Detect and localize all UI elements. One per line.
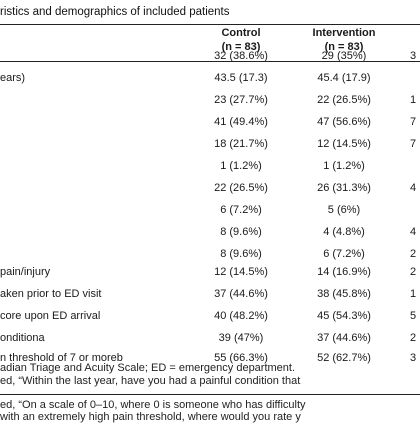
top-rule bbox=[0, 24, 420, 25]
control-header-n: (n = 83) bbox=[221, 41, 261, 53]
intervention-value: 4 (4.8%) bbox=[323, 226, 365, 238]
third-column-value: 4 bbox=[410, 182, 417, 194]
footnote-b-continued: with an extremely high pain threshold, w… bbox=[0, 411, 301, 423]
control-value: 41 (49.4%) bbox=[214, 116, 268, 128]
table-row: aken prior to ED visit 37 (44.6%) 38 (45.8… bbox=[0, 285, 420, 305]
control-header-label: Control bbox=[221, 27, 261, 39]
intervention-header-n: (n = 83) bbox=[324, 41, 364, 53]
intervention-value: 1 (1.2%) bbox=[323, 160, 365, 172]
table-caption: ristics and demographics of included pat… bbox=[0, 6, 230, 18]
control-value: 55 (66.3%) bbox=[214, 352, 268, 364]
control-value: 39 (47%) bbox=[218, 332, 264, 344]
third-column-value: 7 bbox=[410, 116, 417, 128]
row-label: n threshold of 7 or moreb bbox=[0, 352, 123, 364]
table-row: 6 (7.2%) 5 (6%) bbox=[0, 201, 420, 221]
intervention-value: 14 (16.9%) bbox=[317, 266, 371, 278]
control-value: 1 (1.2%) bbox=[220, 160, 262, 172]
intervention-value: 6 (7.2%) bbox=[323, 248, 365, 260]
intervention-value: 38 (45.8%) bbox=[317, 288, 371, 300]
table-row: ears) 43.5 (17.3) 45.4 (17.9) bbox=[0, 69, 420, 89]
control-value: 8 (9.6%) bbox=[220, 248, 262, 260]
bottom-rule bbox=[0, 394, 420, 395]
third-column-value: 2 bbox=[410, 248, 417, 260]
row-label: core upon ED arrival bbox=[0, 310, 101, 322]
third-column-value: 3 bbox=[410, 352, 417, 364]
control-value: 37 (44.6%) bbox=[214, 288, 268, 300]
control-value: 18 (21.7%) bbox=[214, 138, 268, 150]
table-row: 23 (27.7%) 22 (26.5%) 1 bbox=[0, 91, 420, 111]
third-column-value: 1 bbox=[410, 94, 417, 106]
third-column-value: 1 bbox=[410, 288, 417, 300]
control-value: 8 (9.6%) bbox=[220, 226, 262, 238]
row-label: aken prior to ED visit bbox=[0, 288, 102, 300]
footnote-a: ed, “Within the last year, have you had … bbox=[0, 375, 301, 387]
table-row: 8 (9.6%) 4 (4.8%) 4 bbox=[0, 223, 420, 243]
table-row: n threshold of 7 or moreb 55 (66.3%) 52 (6… bbox=[0, 349, 420, 369]
table-row: 41 (49.4%) 47 (56.6%) 7 bbox=[0, 113, 420, 133]
column-header-control: Control (n = 83) bbox=[196, 26, 286, 54]
control-value: 6 (7.2%) bbox=[220, 204, 262, 216]
table-row: 8 (9.6%) 6 (7.2%) 2 bbox=[0, 245, 420, 265]
third-column-value: 2 bbox=[410, 266, 417, 278]
control-value: 32 (38.6%) bbox=[214, 50, 268, 62]
table-row: 22 (26.5%) 26 (31.3%) 4 bbox=[0, 179, 420, 199]
header-rule bbox=[0, 61, 420, 62]
intervention-value: 47 (56.6%) bbox=[317, 116, 371, 128]
control-value: 40 (48.2%) bbox=[214, 310, 268, 322]
intervention-value: 5 (6%) bbox=[327, 204, 361, 216]
intervention-value: 45.4 (17.9) bbox=[317, 72, 371, 84]
table-row: onditiona 39 (47%) 37 (44.6%) 2 bbox=[0, 329, 420, 349]
table-row: core upon ED arrival 40 (48.2%) 45 (54.3%)… bbox=[0, 307, 420, 327]
table-row: 18 (21.7%) 12 (14.5%) 7 bbox=[0, 135, 420, 155]
control-value: 23 (27.7%) bbox=[214, 94, 268, 106]
table-row: 32 (38.6%) 29 (35%) 3 bbox=[0, 47, 420, 67]
intervention-header-label: Intervention bbox=[312, 27, 376, 39]
intervention-value: 52 (62.7%) bbox=[317, 352, 371, 364]
table-row: 1 (1.2%) 1 (1.2%) bbox=[0, 157, 420, 177]
intervention-value: 26 (31.3%) bbox=[317, 182, 371, 194]
third-column-value: 7 bbox=[410, 138, 417, 150]
third-column-value: 5 bbox=[410, 310, 417, 322]
row-label: pain/injury bbox=[0, 266, 51, 278]
intervention-value: 45 (54.3%) bbox=[317, 310, 371, 322]
third-column-value: 4 bbox=[410, 226, 417, 238]
third-column-value: 2 bbox=[410, 332, 417, 344]
footnote-b: ed, “On a scale of 0–10, where 0 is some… bbox=[0, 399, 306, 411]
control-value: 12 (14.5%) bbox=[214, 266, 268, 278]
table-row: pain/injury 12 (14.5%) 14 (16.9%) 2 bbox=[0, 263, 420, 283]
control-value: 43.5 (17.3) bbox=[214, 72, 268, 84]
column-header-intervention: Intervention (n = 83) bbox=[294, 26, 394, 54]
row-label: onditiona bbox=[0, 332, 45, 344]
control-value: 22 (26.5%) bbox=[214, 182, 268, 194]
intervention-value: 22 (26.5%) bbox=[317, 94, 371, 106]
third-column-value: 3 bbox=[410, 50, 417, 62]
intervention-value: 37 (44.6%) bbox=[317, 332, 371, 344]
row-label: ears) bbox=[0, 72, 26, 84]
intervention-value: 29 (35%) bbox=[321, 50, 367, 62]
footnote-abbreviations: adian Triage and Acuity Scale; ED = emer… bbox=[0, 362, 296, 374]
intervention-value: 12 (14.5%) bbox=[317, 138, 371, 150]
